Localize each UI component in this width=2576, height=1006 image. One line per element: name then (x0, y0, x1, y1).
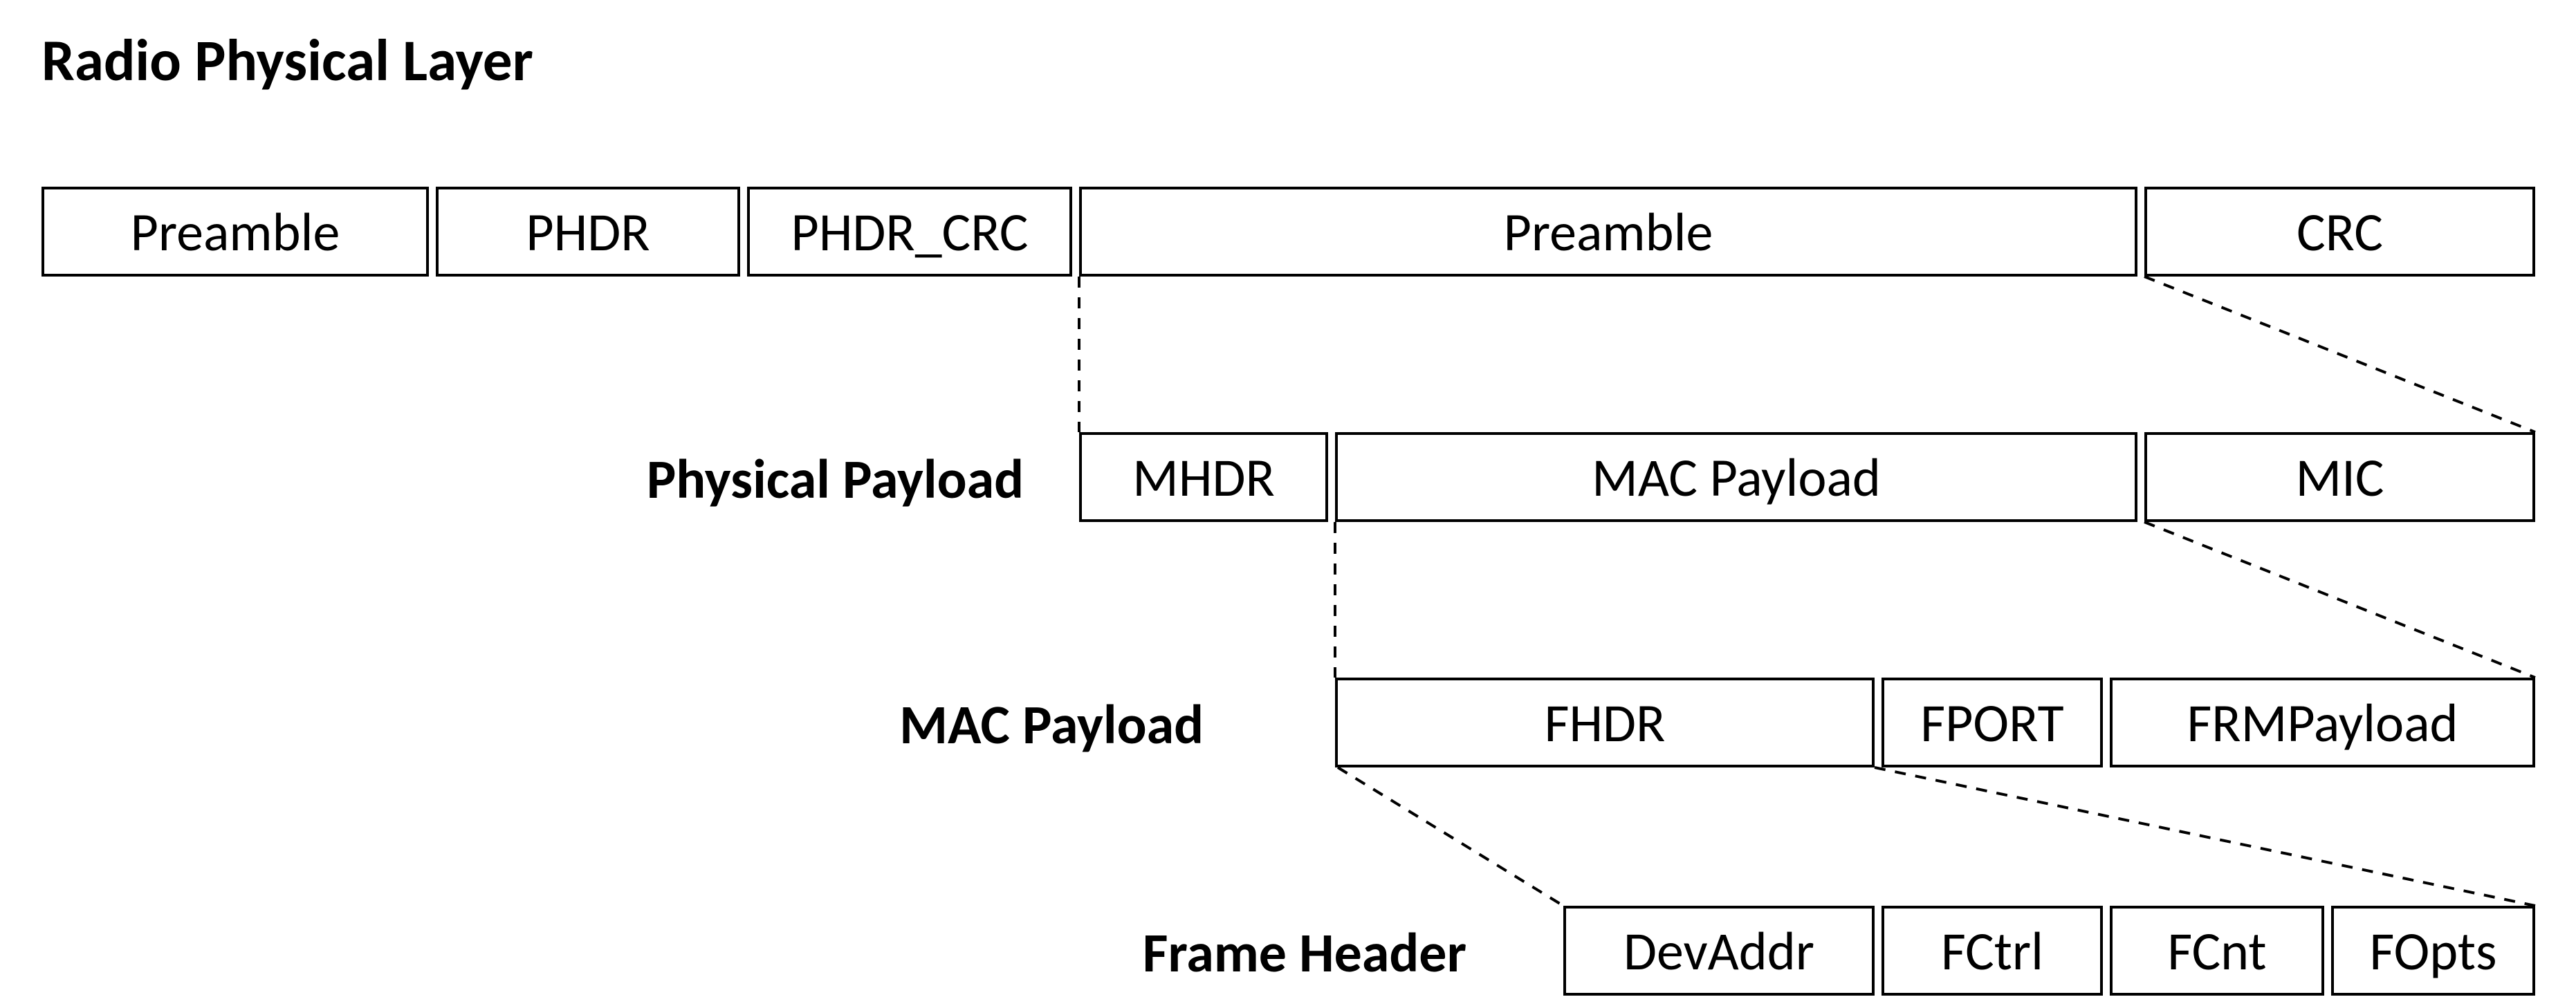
frame-field: CRC (2144, 187, 2535, 277)
frame-field: MAC Payload (1335, 432, 2137, 522)
frame-field: DevAddr (1563, 906, 1875, 996)
row-label: MAC Payload (816, 691, 1204, 758)
frame-field: FCtrl (1882, 906, 2103, 996)
diagram-container: Radio Physical Layer PreamblePHDRPHDR_CR… (0, 0, 2576, 1006)
frame-field: MHDR (1079, 432, 1328, 522)
frame-field: FPORT (1882, 678, 2103, 767)
frame-field: Preamble (1079, 187, 2137, 277)
frame-field: PHDR (436, 187, 740, 277)
frame-field: FRMPayload (2110, 678, 2535, 767)
row-label: Physical Payload (540, 446, 1024, 513)
frame-field: MIC (2144, 432, 2535, 522)
diagram-title: Radio Physical Layer (42, 24, 533, 96)
frame-field: Preamble (42, 187, 429, 277)
frame-field: PHDR_CRC (747, 187, 1072, 277)
frame-field: FOpts (2331, 906, 2535, 996)
frame-field: FCnt (2110, 906, 2324, 996)
frame-field: FHDR (1335, 678, 1875, 767)
row-label: Frame Header (1065, 920, 1466, 987)
